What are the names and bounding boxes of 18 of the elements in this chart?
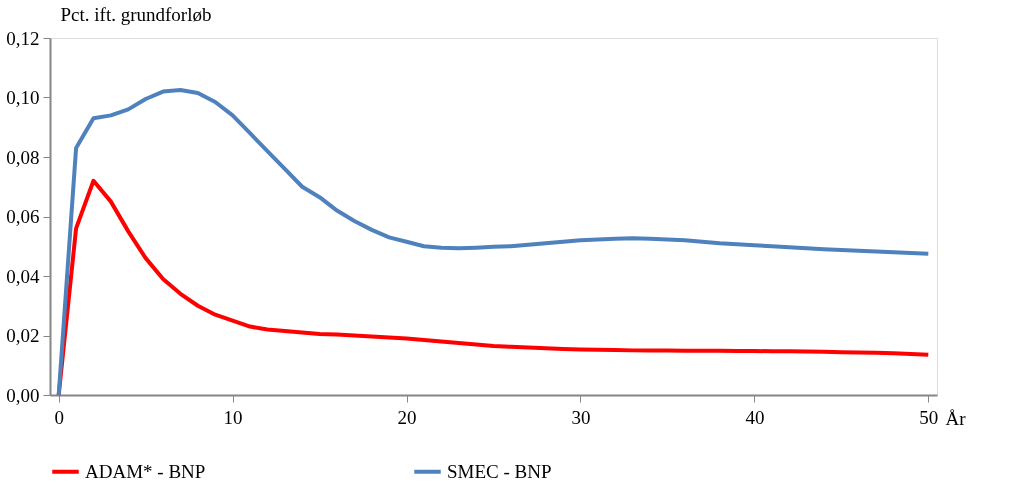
y-tick-label: 0,02 (6, 325, 40, 346)
line-series (56, 88, 931, 397)
x-tick-label: 0 (54, 406, 64, 428)
y-tick-label: 0,00 (6, 384, 40, 406)
x-tick-label: 50 (919, 406, 939, 428)
y-tick-label: 0,06 (6, 206, 40, 227)
y-tick-label: 0,12 (6, 27, 40, 49)
legend-label: SMEC - BNP (447, 460, 552, 482)
y-tick-label: 0,04 (6, 265, 40, 287)
x-tick-label: 40 (745, 406, 765, 428)
y-tick-label: 0,08 (6, 146, 40, 168)
x-axis-title: År (945, 407, 967, 429)
legend-label: ADAM* - BNP (85, 460, 206, 482)
y-tick-label: 0,10 (6, 87, 40, 108)
x-tick-label: 30 (571, 406, 591, 428)
x-tick-label: 20 (397, 406, 417, 428)
y-axis-title: Pct. ift. grundforløb (60, 3, 212, 25)
x-tick-label: 10 (223, 406, 243, 428)
